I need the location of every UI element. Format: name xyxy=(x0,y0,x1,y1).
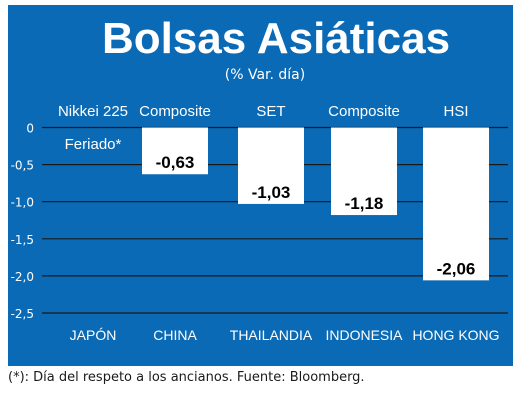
annotation-label: Feriado* xyxy=(65,136,122,153)
x-tick-label: THAILANDIA xyxy=(230,327,313,343)
index-name-label: Composite xyxy=(328,103,400,120)
y-tick-label: -1,0 xyxy=(11,196,34,210)
y-tick-label: -1,5 xyxy=(11,233,34,247)
x-tick-label: HONG KONG xyxy=(412,327,499,343)
data-label: -1,03 xyxy=(252,183,291,202)
index-name-label: Composite xyxy=(139,103,211,120)
x-tick-label: INDONESIA xyxy=(325,327,403,343)
data-label: -0,63 xyxy=(156,153,195,172)
chart-title: Bolsas Asiáticas xyxy=(102,14,450,63)
data-label: -1,18 xyxy=(345,194,384,213)
x-tick-label: JAPÓN xyxy=(70,327,117,343)
index-name-label: Nikkei 225 xyxy=(58,103,128,120)
index-name-label: HSI xyxy=(443,103,468,120)
data-label: -2,06 xyxy=(437,259,476,278)
x-tick-label: CHINA xyxy=(153,327,197,343)
y-tick-label: 0 xyxy=(26,122,34,136)
y-tick-label: -2,5 xyxy=(11,307,34,321)
bar xyxy=(331,127,397,216)
bar xyxy=(238,127,304,204)
y-tick-label: -2,0 xyxy=(11,270,34,284)
bar xyxy=(423,127,489,281)
footnote: (*): Día del respeto a los ancianos. Fue… xyxy=(8,370,365,385)
index-name-label: SET xyxy=(256,103,285,120)
bar xyxy=(142,127,208,175)
y-tick-label: -0,5 xyxy=(11,159,34,173)
chart-subtitle: (% Var. día) xyxy=(225,67,305,83)
